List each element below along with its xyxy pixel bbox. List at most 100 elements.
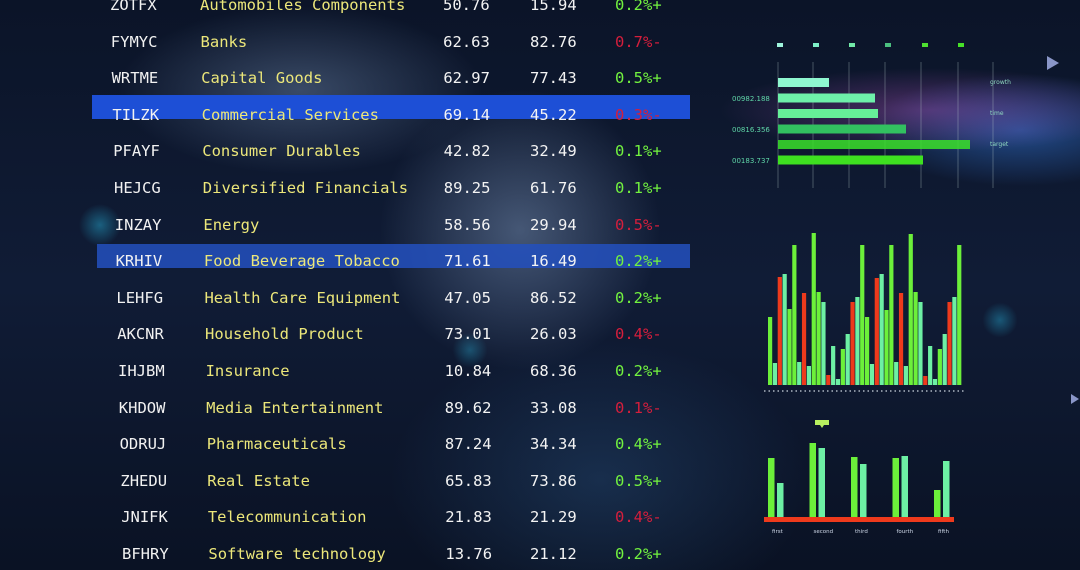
hbar-value-label: 00183.737 (732, 157, 770, 165)
ticker-cell: LEHFG (116, 288, 164, 307)
value2-cell: 32.49 (530, 142, 577, 161)
sector-name-cell: Consumer Durables (202, 142, 361, 161)
ticker-cell: ZOTFX (110, 0, 157, 14)
highlight-bar-bright (92, 95, 690, 119)
value1-cell: 42.82 (443, 142, 491, 161)
table-row[interactable]: ODRUJ Pharmaceuticals 87.24 34.34 0.4%+ (0, 432, 700, 456)
change-cell: 0.4%- (615, 508, 662, 527)
column-bar (879, 274, 884, 385)
hbar-category-label: time (990, 110, 1004, 117)
hbar-category-label: target (990, 141, 1009, 148)
value2-cell: 82.76 (530, 32, 577, 51)
ticker-cell: WRTME (111, 69, 159, 88)
pair-bar (777, 483, 784, 518)
hbar (778, 124, 906, 134)
value2-cell: 77.43 (530, 69, 577, 88)
column-bar (777, 277, 782, 385)
change-cell: 0.4%+ (615, 435, 662, 454)
change-cell: 0.7%- (615, 32, 662, 51)
change-cell: 0.1%+ (615, 142, 662, 161)
ticker-cell: JNIFK (121, 508, 168, 527)
column-bar (855, 297, 860, 385)
column-bar (768, 317, 773, 385)
hbar (778, 109, 878, 118)
table-row[interactable]: HEJCG Diversified Financials 89.25 61.76 0.1… (0, 176, 700, 200)
play-arrow-icon (1047, 56, 1059, 70)
legend-marker (922, 43, 928, 47)
value2-cell: 33.08 (530, 398, 577, 417)
column-bar (801, 293, 807, 385)
table-row[interactable]: IHJBM Insurance 10.84 68.36 0.2%+ (0, 359, 700, 383)
table-row[interactable]: BFHRY Software technology 13.76 21.12 0.2%+ (0, 542, 700, 566)
hbar (778, 140, 970, 149)
value1-cell: 89.25 (443, 179, 491, 197)
sector-name-cell: Diversified Financials (202, 179, 409, 197)
pair-bar (860, 464, 867, 518)
table-row[interactable]: FYMYC Banks 62.63 82.76 0.7%- (0, 30, 700, 54)
category-label: fifth (938, 529, 949, 535)
category-label: first (772, 529, 784, 535)
column-bar (865, 317, 870, 385)
pair-bar (809, 443, 816, 518)
column-bar (952, 297, 957, 385)
ticker-cell: TILZK (112, 105, 160, 124)
value1-cell: 65.83 (445, 471, 492, 490)
sector-name-cell: Food Beverage Tobacco (203, 252, 400, 271)
sector-name-cell: Real Estate (207, 471, 310, 490)
sector-name-cell: Household Product (205, 325, 364, 344)
value1-cell: 50.76 (443, 0, 490, 14)
table-row[interactable]: WRTME Capital Goods 62.97 77.43 0.5%+ (0, 66, 700, 90)
column-bar (923, 376, 928, 385)
hbar (778, 78, 829, 87)
value2-cell: 26.03 (530, 325, 577, 344)
change-cell: 0.1%- (615, 398, 662, 417)
sector-name-cell: Software technology (208, 545, 386, 563)
play-arrow-icon (1071, 394, 1079, 404)
column-bar (835, 379, 841, 385)
table-row[interactable]: JNIFK Telecommunication 21.83 21.29 0.4%- (0, 505, 700, 529)
column-bar (874, 278, 879, 385)
table-row[interactable]: INZAY Energy 58.56 29.94 0.5%- (0, 213, 700, 237)
hbar (778, 155, 923, 165)
ticker-cell: BFHRY (122, 545, 169, 563)
table-row[interactable]: LEHFG Health Care Equipment 47.05 86.52 0.2%… (0, 286, 700, 310)
change-cell: 0.2%+ (615, 288, 662, 307)
column-bar (826, 375, 831, 385)
value2-cell: 86.52 (530, 288, 577, 307)
table-row[interactable]: TILZK Commercial Services 69.14 45.22 0.3%- (0, 103, 700, 127)
sector-name-cell: Energy (203, 215, 260, 234)
table-row[interactable]: PFAYF Consumer Durables 42.82 32.49 0.1%+ (0, 139, 700, 163)
table-row[interactable]: AKCNR Household Product 73.01 26.03 0.4%- (0, 322, 700, 346)
value2-cell: 45.22 (530, 105, 577, 124)
legend-marker (777, 43, 783, 47)
value1-cell: 21.83 (445, 508, 492, 527)
value1-cell: 62.63 (443, 32, 490, 51)
table-row[interactable]: KRHIV Food Beverage Tobacco 71.61 16.49 0.2%… (0, 249, 700, 273)
column-bar (787, 309, 792, 385)
value1-cell: 58.56 (443, 215, 491, 234)
sector-name-cell: Insurance (205, 362, 290, 380)
category-label: third (855, 529, 868, 535)
column-bar (797, 362, 802, 385)
hbar-value-label: 00982.188 (732, 95, 770, 103)
pointer-marker (815, 420, 829, 425)
column-bar (792, 245, 797, 385)
sector-name-cell: Pharmaceuticals (206, 435, 347, 454)
pair-bar (934, 490, 941, 518)
column-bar (889, 245, 894, 385)
value1-cell: 10.84 (444, 362, 492, 380)
sector-name-cell: Banks (200, 32, 248, 51)
table-row[interactable]: KHDOW Media Entertainment 89.62 33.08 0.1%- (0, 396, 700, 420)
table-row[interactable]: ZHEDU Real Estate 65.83 73.86 0.5%+ (0, 469, 700, 493)
sector-name-cell: Health Care Equipment (204, 288, 401, 307)
hbar (778, 93, 875, 103)
ticker-cell: ODRUJ (119, 435, 167, 454)
pair-bar (818, 448, 825, 518)
column-bar (772, 363, 778, 385)
ticker-cell: IHJBM (118, 362, 165, 380)
table-row[interactable]: ZOTFX Automobiles Components 50.76 15.94 0.2… (0, 0, 700, 17)
column-bar (947, 302, 952, 385)
legend-marker (849, 43, 855, 47)
change-cell: 0.5%+ (615, 69, 662, 88)
value1-cell: 62.97 (443, 69, 490, 88)
